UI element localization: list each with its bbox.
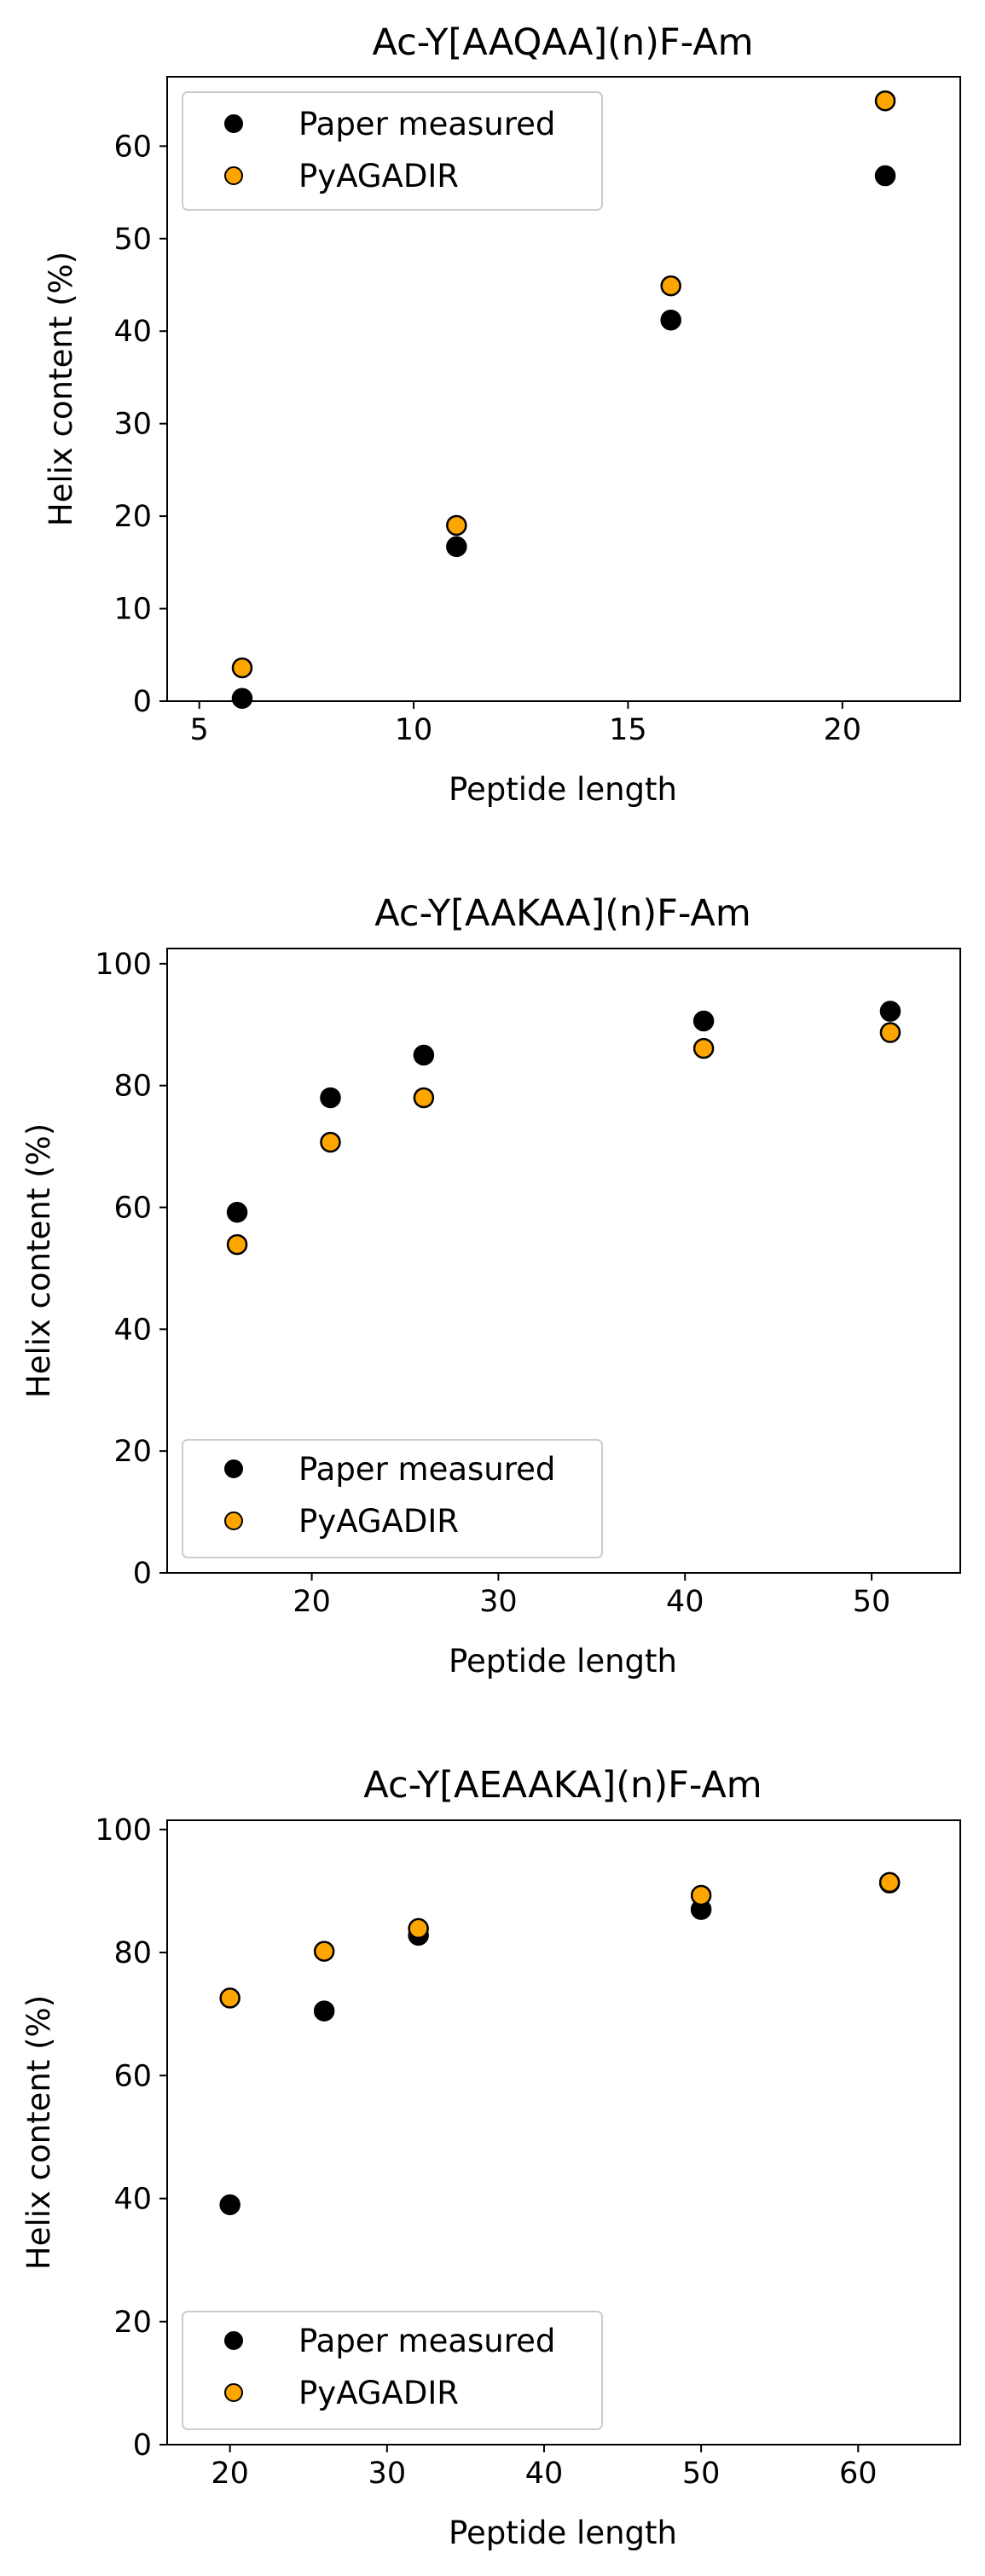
chart-1-x-axis-label: Peptide length bbox=[449, 771, 677, 808]
chart-3-y-axis-label: Helix content (%) bbox=[20, 1995, 57, 2270]
chart-3-legend-box bbox=[182, 2311, 603, 2430]
chart-3-point-predicted bbox=[878, 1871, 901, 1894]
chart-3-y-tick-label: 100 bbox=[95, 1813, 152, 1848]
chart-1-point-measured bbox=[446, 536, 467, 558]
chart-3-x-axis-label: Peptide length bbox=[449, 2515, 677, 2551]
chart-3-x-tick-label: 60 bbox=[839, 2457, 878, 2491]
chart-3-y-tick-label: 40 bbox=[113, 2183, 152, 2217]
chart-1-point-predicted bbox=[874, 90, 896, 112]
chart-3-x-tick-label: 50 bbox=[682, 2457, 721, 2491]
chart-1-point-measured bbox=[660, 309, 681, 331]
chart-1-title: Ac-Y[AAQAA](n)F-Am bbox=[372, 21, 753, 64]
chart-2-y-axis-label: Helix content (%) bbox=[20, 1123, 57, 1398]
chart-1-legend-label-measured: Paper measured bbox=[298, 106, 555, 142]
chart-1-x-tick-label: 10 bbox=[395, 713, 433, 747]
chart-1-legend-box bbox=[182, 91, 603, 211]
chart-1-ticks: 5 10 15 20 0 10 20 30 40 50 60 bbox=[113, 130, 861, 747]
chart-2-legend-box bbox=[182, 1439, 603, 1558]
chart-1-x-tick-label: 5 bbox=[190, 713, 209, 747]
chart-3-legend-marker-measured bbox=[224, 2331, 243, 2350]
chart-1-legend: Paper measured PyAGADIR bbox=[182, 91, 603, 211]
chart-3-x-tick-label: 30 bbox=[368, 2457, 407, 2491]
chart-3-point-measured bbox=[313, 2000, 335, 2022]
chart-3-legend-label-measured: Paper measured bbox=[298, 2323, 555, 2359]
chart-2-point-predicted bbox=[413, 1087, 435, 1109]
chart-2-points bbox=[226, 1001, 901, 1256]
chart-1-plot-frame bbox=[166, 76, 961, 702]
chart-2-point-measured bbox=[320, 1087, 341, 1109]
chart-1-point-measured bbox=[874, 165, 896, 187]
chart-1-y-tick-label: 20 bbox=[113, 500, 152, 534]
chart-3-y-tick-label: 20 bbox=[113, 2306, 152, 2340]
chart-2-legend: Paper measured PyAGADIR bbox=[182, 1439, 603, 1558]
chart-1-legend-label-predicted: PyAGADIR bbox=[298, 158, 459, 194]
chart-2-legend-marker-predicted bbox=[224, 1511, 243, 1530]
chart-2-y-tick-label: 40 bbox=[113, 1313, 152, 1347]
chart-2-legend-label-predicted: PyAGADIR bbox=[298, 1503, 459, 1540]
chart-1-y-tick-label: 0 bbox=[133, 685, 152, 719]
chart-1-x-tick-label: 20 bbox=[823, 713, 861, 747]
chart-3-legend-marker-predicted bbox=[224, 2383, 243, 2402]
chart-3-x-tick-label: 40 bbox=[525, 2457, 564, 2491]
chart-1-legend-marker-measured bbox=[224, 114, 243, 133]
chart-3-y-tick-label: 80 bbox=[113, 1936, 152, 1970]
chart-3-x-tick-label: 20 bbox=[211, 2457, 249, 2491]
chart-2-x-tick-label: 50 bbox=[853, 1585, 891, 1619]
chart-1-legend-marker-predicted bbox=[224, 166, 243, 185]
chart-3-title: Ac-Y[AEAAKA](n)F-Am bbox=[363, 1764, 762, 1807]
chart-2-point-predicted bbox=[320, 1131, 341, 1153]
chart-2: Ac-Y[AAKAA](n)F-Am 20 30 40 50020406080100 … bbox=[20, 892, 961, 1680]
chart-3-point-predicted bbox=[408, 1917, 429, 1940]
chart-1-point-predicted bbox=[231, 657, 253, 679]
chart-2-plot-frame bbox=[166, 948, 961, 1574]
chart-3-point-predicted bbox=[690, 1884, 712, 1906]
chart-1-point-measured bbox=[231, 688, 253, 709]
chart-3-legend-label-predicted: PyAGADIR bbox=[298, 2375, 459, 2411]
chart-3-ticks: 20 30 40 50 60 0 20 40 60 80 100 bbox=[95, 1813, 877, 2491]
chart-3-legend: Paper measured PyAGADIR bbox=[182, 2311, 603, 2430]
chart-1-y-tick-label: 30 bbox=[113, 408, 152, 442]
chart-3-point-predicted bbox=[219, 1987, 240, 2009]
chart-2-y-tick-label: 0 bbox=[133, 1557, 152, 1591]
chart-2-x-axis-label: Peptide length bbox=[449, 1643, 677, 1680]
chart-3-point-predicted bbox=[313, 1941, 335, 1962]
chart-2-point-measured bbox=[413, 1044, 435, 1066]
chart-1-y-axis-label: Helix content (%) bbox=[43, 252, 79, 526]
chart-1-y-tick-label: 50 bbox=[113, 223, 152, 257]
chart-3: Ac-Y[AEAAKA](n)F-Am 20 30 40 50 60 0 20 40 60 80 1… bbox=[20, 1764, 961, 2551]
chart-1-y-tick-label: 60 bbox=[113, 130, 152, 164]
chart-3-y-tick-label: 0 bbox=[133, 2428, 152, 2463]
chart-3-plot-frame bbox=[166, 1819, 961, 2445]
chart-1-y-tick-label: 10 bbox=[113, 593, 152, 627]
chart-2-y-tick-label: 100 bbox=[95, 948, 152, 982]
chart-2-point-measured bbox=[226, 1201, 248, 1223]
chart-2-point-measured bbox=[879, 1001, 901, 1022]
chart-2-title: Ac-Y[AAKAA](n)F-Am bbox=[374, 892, 750, 935]
chart-2-x-tick-label: 40 bbox=[666, 1585, 704, 1619]
chart-2-legend-marker-measured bbox=[224, 1459, 243, 1478]
chart-2-point-predicted bbox=[879, 1022, 901, 1043]
chart-2-y-tick-label: 20 bbox=[113, 1435, 152, 1469]
chart-2-x-tick-label: 30 bbox=[479, 1585, 518, 1619]
chart-2-point-predicted bbox=[692, 1037, 715, 1059]
chart-2-point-measured bbox=[692, 1010, 715, 1032]
chart-1: Ac-Y[AAQAA](n)F-Am 5 10 15 200102030405060 … bbox=[43, 21, 961, 808]
chart-2-point-predicted bbox=[226, 1233, 248, 1256]
chart-1-y-tick-label: 40 bbox=[113, 315, 152, 349]
chart-1-point-predicted bbox=[446, 514, 467, 537]
chart-1-x-tick-label: 15 bbox=[609, 713, 647, 747]
chart-1-points bbox=[231, 90, 896, 709]
chart-3-y-tick-label: 60 bbox=[113, 2059, 152, 2093]
chart-2-ticks: 20 30 40 50 0 20 40 60 80 100 bbox=[95, 948, 890, 1619]
chart-3-point-measured bbox=[219, 2194, 240, 2215]
chart-2-legend-label-measured: Paper measured bbox=[298, 1451, 555, 1488]
chart-2-y-tick-label: 60 bbox=[113, 1192, 152, 1226]
chart-2-y-tick-label: 80 bbox=[113, 1070, 152, 1104]
chart-2-x-tick-label: 20 bbox=[293, 1585, 331, 1619]
chart-1-point-predicted bbox=[660, 275, 681, 297]
chart-3-points bbox=[219, 1871, 901, 2215]
